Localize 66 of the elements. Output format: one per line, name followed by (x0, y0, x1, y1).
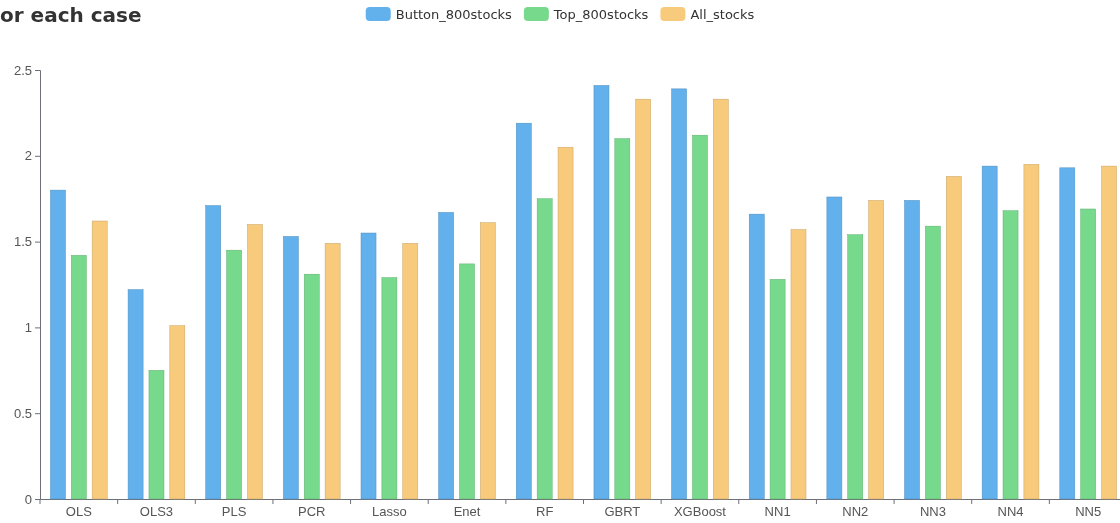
bar (226, 249, 242, 500)
bar (169, 325, 186, 500)
bar (148, 370, 165, 500)
bar (438, 212, 454, 500)
legend-label: Top_800stocks (552, 7, 649, 22)
y-tick-label: 0.5 (13, 405, 32, 421)
bar (480, 222, 496, 500)
bar (713, 98, 729, 500)
bar (769, 279, 786, 500)
x-tick-label: XGBoost (673, 504, 727, 520)
bar (1002, 210, 1019, 500)
bar (847, 234, 864, 500)
bar (671, 88, 687, 500)
legend-label: All_stocks (690, 7, 755, 22)
bar (748, 213, 765, 500)
bar (71, 255, 87, 500)
bar (925, 225, 941, 500)
x-tick-label: PCR (298, 504, 326, 520)
y-tick-label: 1 (24, 320, 32, 336)
x-tick-label: PLS (221, 504, 247, 520)
y-tick-label: 1.5 (13, 234, 32, 250)
legend-label: Button_800stocks (395, 7, 513, 22)
bar (593, 85, 610, 500)
bar (614, 138, 631, 500)
x-tick-label: GBRT (604, 504, 641, 520)
bar (904, 200, 920, 500)
bar (402, 243, 419, 500)
x-tick-label: NN2 (842, 504, 869, 520)
bar (324, 243, 341, 500)
chart-title: or each case (0, 3, 142, 27)
x-tick-label: RF (536, 504, 554, 520)
bar (127, 289, 144, 500)
bar (50, 189, 66, 500)
x-tick-label: Lasso (372, 504, 407, 520)
bar (459, 263, 475, 500)
bar (692, 134, 708, 500)
x-tick-label: NN5 (1075, 504, 1102, 520)
bar (381, 277, 398, 500)
x-tick-label: OLS3 (139, 504, 174, 520)
y-tick-label: 2 (24, 148, 32, 164)
bar (557, 146, 574, 500)
x-tick-label: NN4 (997, 504, 1024, 520)
bar (946, 176, 962, 500)
bar (303, 273, 320, 500)
bar (91, 220, 108, 500)
bar (1101, 165, 1117, 500)
bar (516, 122, 532, 500)
bar (868, 200, 884, 500)
bar (360, 232, 377, 500)
bar (1023, 164, 1040, 500)
bar (1080, 208, 1096, 500)
x-tick-label: Enet (453, 504, 481, 520)
bar (247, 224, 263, 500)
bar (1059, 167, 1076, 500)
x-tick-label: OLS (65, 504, 93, 520)
bar (536, 198, 553, 500)
bar (205, 205, 221, 500)
bar (981, 165, 998, 500)
x-tick-label: NN1 (764, 504, 791, 520)
bar (635, 98, 651, 500)
bar (826, 196, 843, 500)
x-tick-label: NN3 (919, 504, 946, 520)
bar (790, 229, 807, 500)
bar (283, 236, 299, 500)
y-tick-label: 0 (24, 491, 32, 507)
y-tick-label: 2.5 (13, 62, 32, 78)
